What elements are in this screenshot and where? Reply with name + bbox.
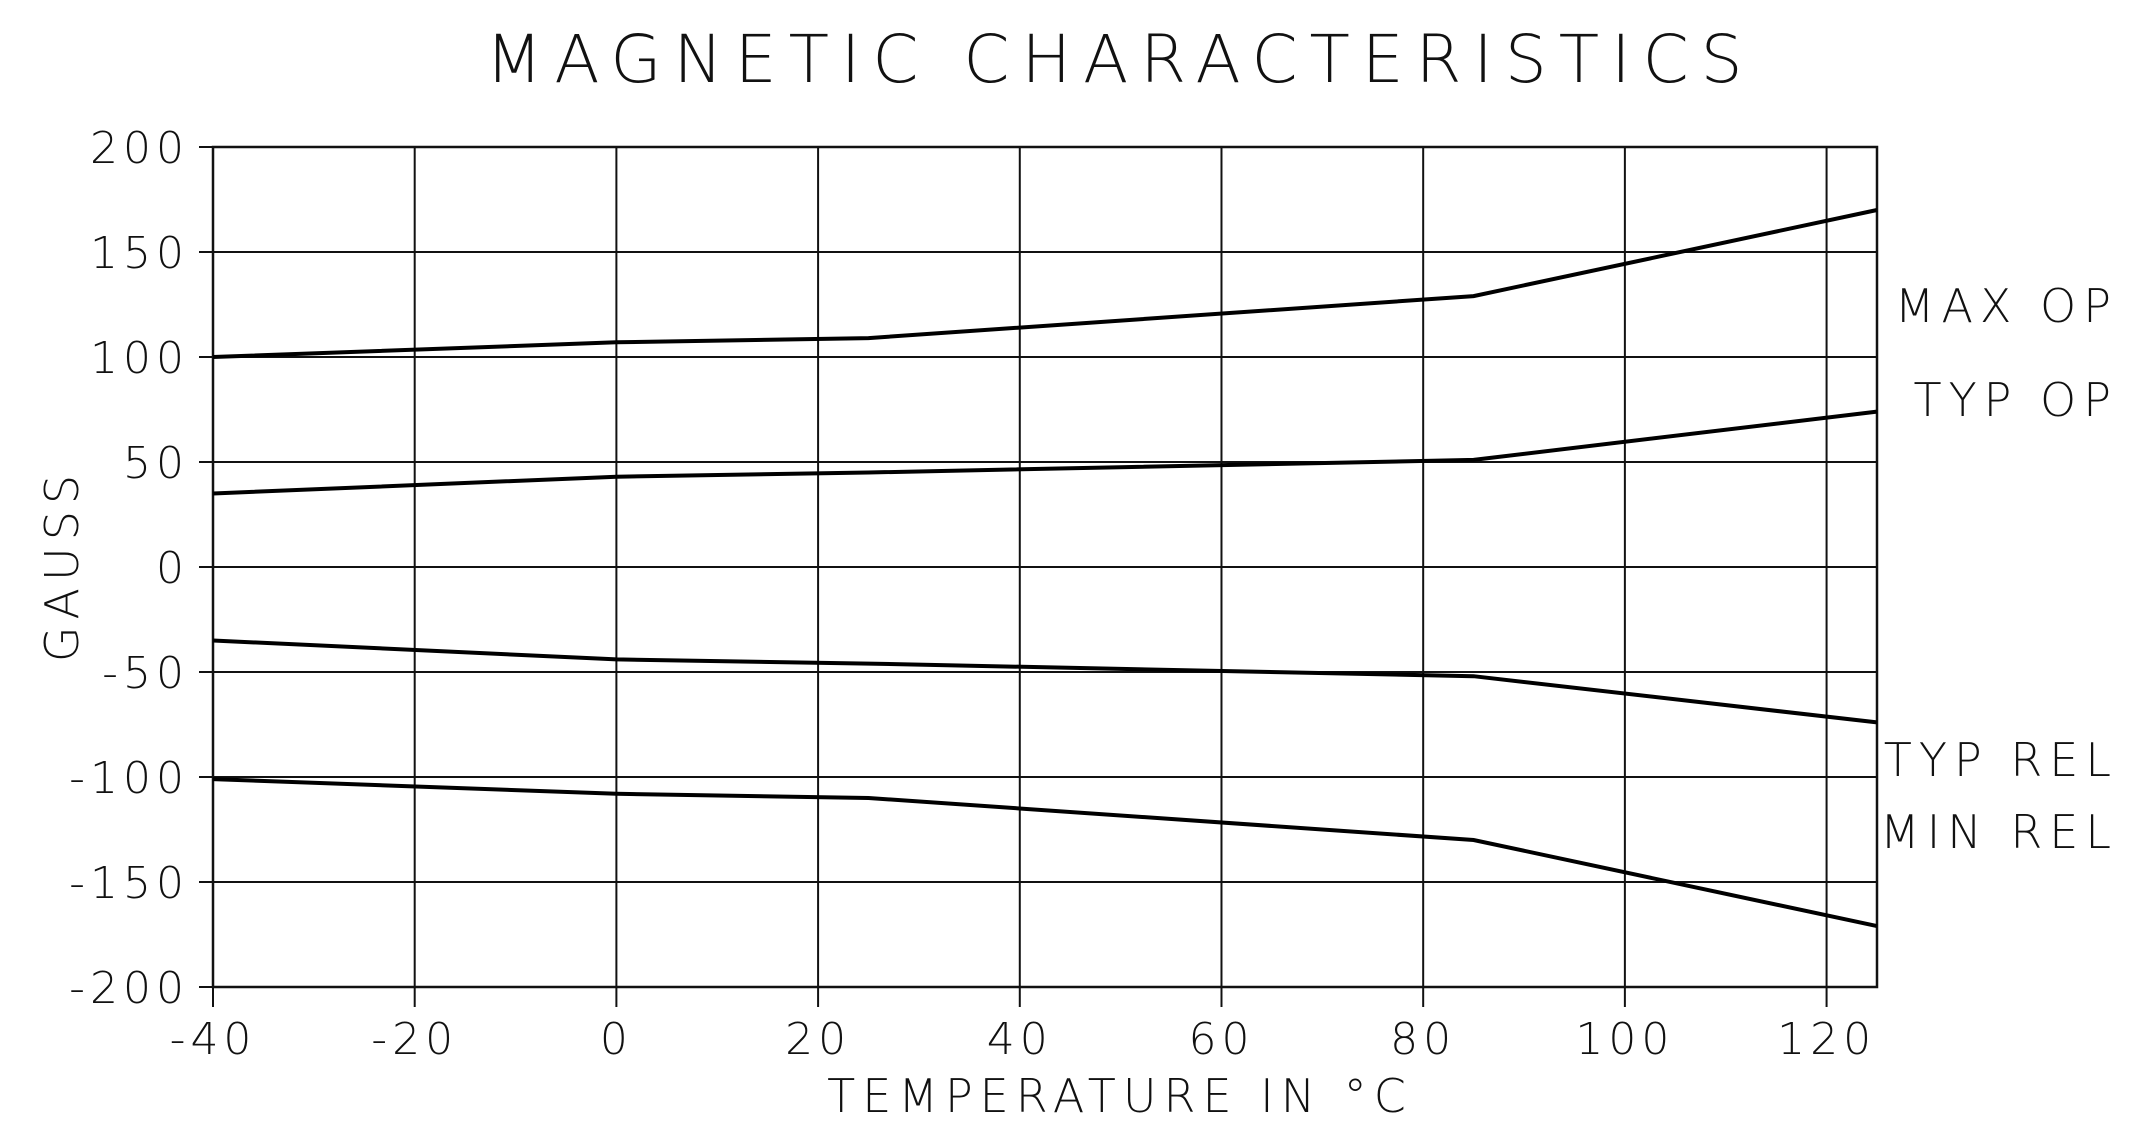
series-label-min-rel: MIN REL	[1880, 805, 2118, 859]
y-tick-label-150: -150	[69, 858, 189, 909]
x-tick-label-40: -40	[170, 1014, 257, 1065]
x-tick-label-20: -20	[371, 1014, 458, 1065]
y-tick-label-50: 50	[123, 438, 189, 489]
x-tick-label-20: 20	[785, 1014, 851, 1065]
series-label-typ-rel: TYP REL	[1884, 733, 2118, 787]
x-tick-label-0: 0	[600, 1014, 633, 1065]
x-tick-labels: -40 -20 0 20 40 60 80 100 120	[170, 1014, 1876, 1065]
y-tick-label-200: -200	[69, 963, 189, 1014]
series-line-max-op	[212, 208, 1878, 359]
x-tick-label-80: 80	[1390, 1014, 1456, 1065]
series-label-max-op: MAX OP	[1895, 279, 2118, 333]
y-tick-labels: 200 150 100 50 0 -50 -100 -150 -200	[69, 123, 189, 1014]
series-label-typ-op: TYP OP	[1913, 373, 2118, 427]
chart-title: MAGNETIC CHARACTERISTICS	[485, 21, 1754, 98]
series-labels: MAX OP TYP OP TYP REL MIN REL	[1880, 279, 2118, 859]
y-tick-label-0: 0	[156, 543, 189, 594]
y-tick-label-200: 200	[90, 123, 189, 174]
x-tick-label-100: 100	[1575, 1014, 1674, 1065]
series-line-typ-op	[212, 409, 1878, 496]
y-tick-label-100: -100	[69, 753, 189, 804]
x-tick-label-120: 120	[1777, 1014, 1876, 1065]
x-tick-label-40: 40	[987, 1014, 1053, 1065]
x-axis-label: TEMPERATURE IN °C	[827, 1069, 1413, 1123]
x-tick-label-60: 60	[1188, 1014, 1254, 1065]
y-tick-label-150: 150	[90, 228, 189, 279]
series-lines	[212, 208, 1878, 929]
series-line-typ-rel	[212, 638, 1878, 725]
y-tick-label-100: 100	[90, 333, 189, 384]
y-axis-label: GAUSS	[35, 468, 89, 662]
grid	[199, 145, 1879, 1007]
y-tick-label-50: -50	[102, 648, 189, 699]
series-line-min-rel	[212, 777, 1878, 929]
